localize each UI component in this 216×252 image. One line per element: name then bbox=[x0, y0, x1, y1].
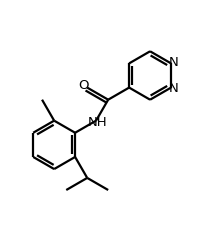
Text: N: N bbox=[169, 56, 179, 70]
Text: NH: NH bbox=[87, 116, 107, 129]
Text: O: O bbox=[78, 79, 89, 92]
Text: N: N bbox=[169, 81, 179, 94]
